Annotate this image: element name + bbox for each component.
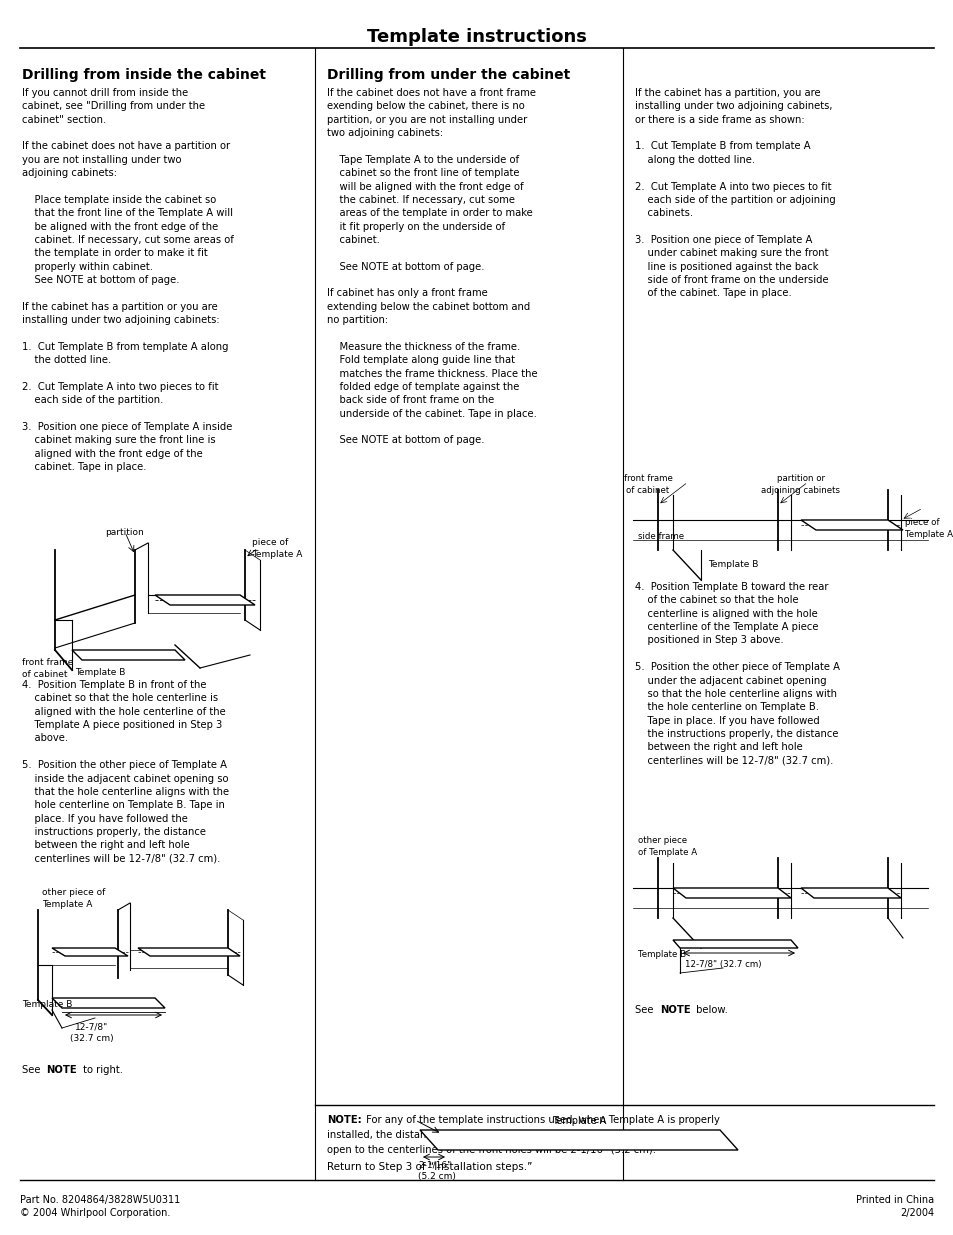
- Text: NOTE:: NOTE:: [327, 1115, 361, 1125]
- Text: partition: partition: [106, 529, 144, 537]
- Text: 4.  Position Template B in front of the
    cabinet so that the hole centerline : 4. Position Template B in front of the c…: [22, 680, 229, 863]
- Text: Template B: Template B: [74, 668, 125, 677]
- Polygon shape: [801, 888, 900, 898]
- Polygon shape: [154, 595, 254, 605]
- Text: open to the centerlines of the front holes will be 2-1/16" (5.2 cm).: open to the centerlines of the front hol…: [327, 1145, 656, 1155]
- Text: to right.: to right.: [80, 1065, 123, 1074]
- Text: side frame: side frame: [638, 532, 683, 541]
- Text: Drilling from inside the cabinet: Drilling from inside the cabinet: [22, 68, 266, 82]
- Text: 12-7/8"
(32.7 cm): 12-7/8" (32.7 cm): [71, 1023, 113, 1042]
- Text: 2-1/16"
(5.2 cm): 2-1/16" (5.2 cm): [417, 1160, 456, 1181]
- Text: 12-7/8" (32.7 cm): 12-7/8" (32.7 cm): [684, 960, 760, 969]
- Text: For any of the template instructions used, when Template A is properly: For any of the template instructions use…: [363, 1115, 720, 1125]
- Text: piece of
Template A: piece of Template A: [252, 538, 302, 558]
- Text: NOTE: NOTE: [659, 1005, 690, 1015]
- Text: Return to Step 3 of “Installation steps.”: Return to Step 3 of “Installation steps.…: [327, 1162, 532, 1172]
- Text: piece of
Template A: piece of Template A: [904, 517, 952, 538]
- Polygon shape: [52, 998, 165, 1008]
- Text: Template B: Template B: [638, 950, 685, 960]
- Text: Part No. 8204864/3828W5U0311
© 2004 Whirlpool Corporation.: Part No. 8204864/3828W5U0311 © 2004 Whir…: [20, 1195, 180, 1218]
- Text: Template B: Template B: [707, 559, 758, 569]
- Text: below.: below.: [692, 1005, 727, 1015]
- Text: Template B: Template B: [22, 1000, 72, 1009]
- Text: See: See: [635, 1005, 656, 1015]
- Polygon shape: [801, 520, 902, 530]
- Text: front frame
of cabinet: front frame of cabinet: [22, 658, 73, 679]
- Polygon shape: [71, 650, 185, 659]
- Text: NOTE: NOTE: [46, 1065, 76, 1074]
- Polygon shape: [672, 888, 790, 898]
- Text: If the cabinet does not have a front frame
exending below the cabinet, there is : If the cabinet does not have a front fra…: [327, 88, 537, 446]
- Text: Template A: Template A: [551, 1116, 605, 1126]
- Polygon shape: [419, 1130, 738, 1150]
- Text: installed, the distance from the front edge of the cabinet with cabinet door(s): installed, the distance from the front e…: [327, 1130, 714, 1140]
- Text: Printed in China
2/2004: Printed in China 2/2004: [855, 1195, 933, 1218]
- Polygon shape: [52, 948, 128, 956]
- Text: See: See: [22, 1065, 44, 1074]
- Text: If you cannot drill from inside the
cabinet, see "Drilling from under the
cabine: If you cannot drill from inside the cabi…: [22, 88, 233, 472]
- Text: If the cabinet has a partition, you are
installing under two adjoining cabinets,: If the cabinet has a partition, you are …: [635, 88, 835, 299]
- Text: partition or
adjoining cabinets: partition or adjoining cabinets: [760, 474, 840, 495]
- Text: front frame
of cabinet: front frame of cabinet: [623, 474, 672, 495]
- Polygon shape: [138, 948, 240, 956]
- Polygon shape: [672, 940, 797, 948]
- Text: Drilling from under the cabinet: Drilling from under the cabinet: [327, 68, 570, 82]
- Text: 4.  Position Template B toward the rear
    of the cabinet so that the hole
    : 4. Position Template B toward the rear o…: [635, 582, 840, 766]
- Text: other piece
of Template A: other piece of Template A: [638, 836, 697, 857]
- Text: Template instructions: Template instructions: [367, 28, 586, 46]
- Text: other piece of
Template A: other piece of Template A: [42, 888, 105, 909]
